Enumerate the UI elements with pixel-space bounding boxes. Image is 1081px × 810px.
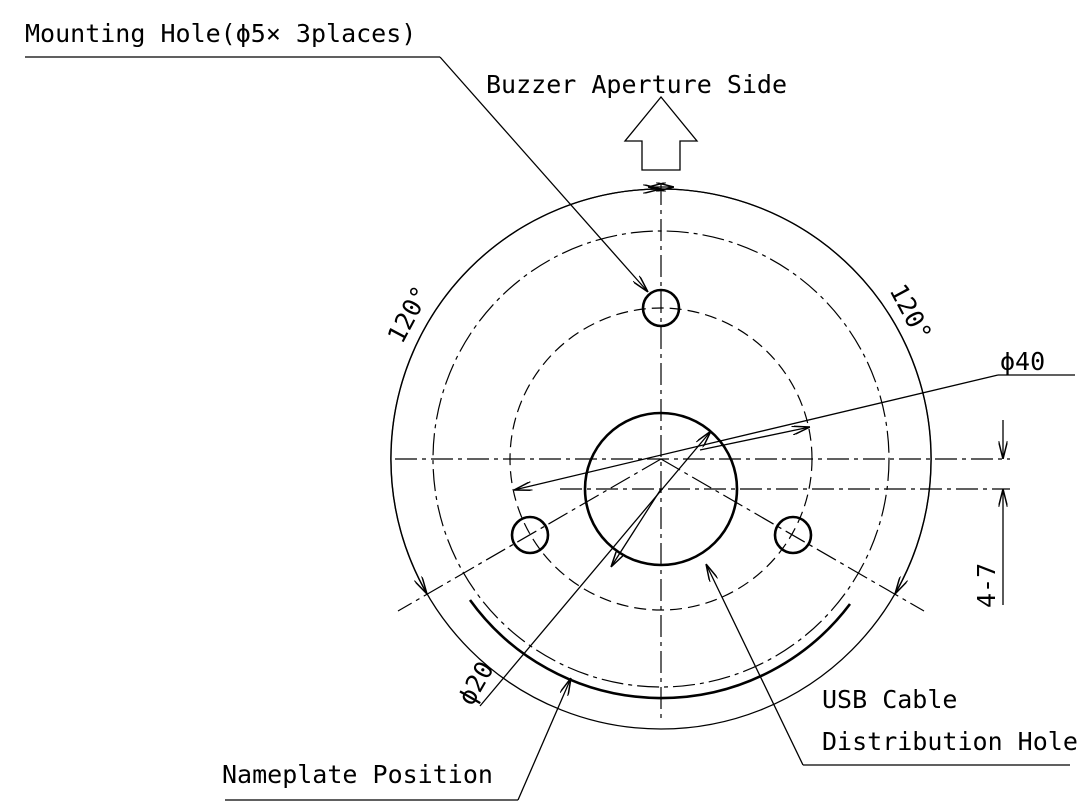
dim-line (514, 374, 999, 490)
label: 4-7 (972, 563, 1001, 608)
center-line (660, 458, 925, 612)
leader (517, 678, 571, 801)
label: Mounting Hole(ϕ5× 3places) (25, 19, 416, 48)
label: Buzzer Aperture Side (486, 70, 787, 99)
direction-arrow (623, 95, 699, 171)
nameplate-arc (468, 599, 852, 700)
angle-dim (660, 188, 932, 594)
label: 120° (884, 279, 938, 346)
label: USB Cable (822, 685, 957, 714)
leader (706, 564, 804, 766)
angle-dim (390, 189, 661, 594)
label: Distribution Hole (822, 727, 1078, 756)
dim-line (611, 488, 662, 567)
geometry (25, 56, 1075, 801)
label: Nameplate Position (222, 760, 493, 789)
leader (439, 56, 648, 292)
label: ϕ40 (1000, 347, 1045, 376)
dim-line (479, 431, 711, 707)
center-line (397, 458, 662, 612)
dim-line (699, 427, 810, 451)
label: 120° (382, 281, 436, 348)
mount-hole (773, 515, 813, 555)
label: ϕ20 (452, 656, 500, 710)
